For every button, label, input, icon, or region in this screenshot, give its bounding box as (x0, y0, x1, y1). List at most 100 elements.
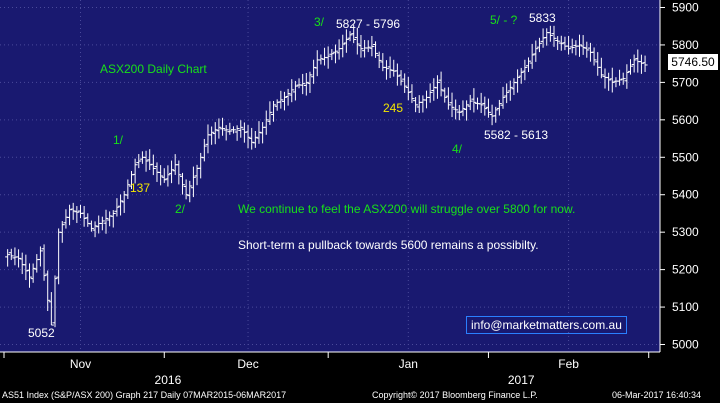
price-bar (617, 69, 623, 86)
price-bar (332, 44, 338, 64)
price-bar (114, 198, 120, 217)
price-bar (103, 209, 109, 234)
price-bar (620, 72, 626, 85)
y-tick-label: 5400 (672, 188, 699, 202)
price-bar (26, 263, 32, 288)
wave-2-label: 2/ (175, 202, 186, 216)
price-bar (434, 75, 440, 99)
price-bar (584, 41, 590, 58)
price-bar (281, 91, 287, 111)
price-bar (449, 92, 455, 118)
label-137: 137 (130, 181, 151, 195)
price-bar (311, 59, 317, 84)
price-bar (183, 179, 189, 200)
x-tick-label: Dec (237, 357, 258, 371)
price-bar (628, 59, 634, 75)
price-bar (81, 206, 87, 227)
footer-timestamp: 06-Mar-2017 16:40:34 (612, 390, 702, 400)
price-bar (354, 27, 360, 55)
price-bar (464, 100, 470, 121)
price-bar (376, 51, 382, 69)
price-bar (161, 168, 167, 183)
price-bar (551, 25, 557, 47)
year-label: 2016 (155, 373, 182, 387)
price-bar (467, 94, 473, 111)
price-bar (23, 254, 29, 281)
price-bar (285, 88, 291, 106)
y-tick-label: 5100 (672, 300, 699, 314)
price-bar (566, 35, 572, 55)
price-bar (230, 126, 236, 134)
price-bar (41, 244, 47, 281)
wave-3-range: 5827 - 5796 (336, 17, 401, 31)
price-bar (577, 34, 583, 57)
price-bar (555, 36, 561, 50)
y-tick-label: 5600 (672, 113, 699, 127)
price-bar (351, 24, 357, 44)
email-link[interactable]: info@marketmatters.com.au (466, 316, 627, 334)
year-label: 2017 (508, 373, 535, 387)
price-bar (88, 220, 94, 232)
y-tick-label: 5200 (672, 263, 699, 277)
price-bar (500, 86, 506, 109)
price-bar (460, 100, 466, 117)
y-axis: 5000 5100 5200 5300 5400 5500 5600 5700 5800 5900 (659, 0, 699, 352)
price-bar (48, 292, 54, 326)
price-bar (365, 40, 371, 53)
price-bar (67, 204, 73, 226)
footer-copyright: Copyright© 2017 Bloomberg Finance L.P. (372, 390, 538, 400)
price-bar (504, 83, 510, 104)
price-chart: 5000 5100 5200 5300 5400 5500 5600 5700 5800 5900… (0, 0, 699, 387)
commentary-line-1: We continue to feel the ASX200 will stru… (238, 202, 576, 216)
price-bar (110, 210, 116, 228)
price-bar (515, 69, 521, 93)
price-bar (318, 54, 324, 65)
price-bar (136, 154, 142, 169)
price-bar (303, 73, 309, 96)
price-bar (402, 73, 408, 93)
price-bar (438, 71, 444, 97)
price-bar (267, 101, 273, 125)
price-bar (143, 150, 149, 172)
footer-index: AS51 Index (S&P/ASX 200) Graph 217 Daily… (2, 390, 287, 400)
price-bar (256, 121, 262, 144)
price-bar (249, 127, 255, 150)
price-bar (150, 154, 156, 176)
x-tick-label: Nov (70, 357, 91, 371)
low-label: 5052 (28, 326, 55, 340)
price-bar (638, 54, 644, 74)
price-bar (176, 160, 182, 185)
price-bar (5, 249, 11, 267)
price-bar (526, 57, 532, 73)
price-bar (99, 216, 105, 231)
price-bar (456, 104, 462, 121)
price-bar (74, 206, 80, 223)
price-bar (442, 87, 448, 103)
price-bar (52, 275, 58, 328)
grid-lines (0, 0, 660, 352)
price-bar (598, 57, 604, 79)
price-bar (358, 34, 364, 58)
price-bar (478, 92, 484, 114)
footer-bar: AS51 Index (S&P/ASX 200) Graph 217 Daily… (0, 388, 720, 403)
price-bar (507, 80, 513, 101)
price-bar (59, 221, 65, 243)
price-bar (118, 194, 124, 216)
price-bar (307, 71, 313, 93)
price-bar (609, 67, 615, 93)
price-bar (8, 248, 14, 261)
price-bar (413, 97, 419, 113)
price-bar (227, 122, 233, 135)
plot-area (0, 0, 660, 352)
price-bar (522, 59, 528, 81)
price-bar (373, 41, 379, 58)
price-bar (37, 246, 43, 267)
price-bar (125, 179, 131, 199)
price-bar (220, 117, 226, 136)
price-bar (427, 83, 433, 103)
last-price-tag: 5746.50 (668, 54, 718, 70)
price-bar (369, 35, 375, 57)
price-bar (606, 72, 612, 91)
price-bar (580, 35, 586, 55)
